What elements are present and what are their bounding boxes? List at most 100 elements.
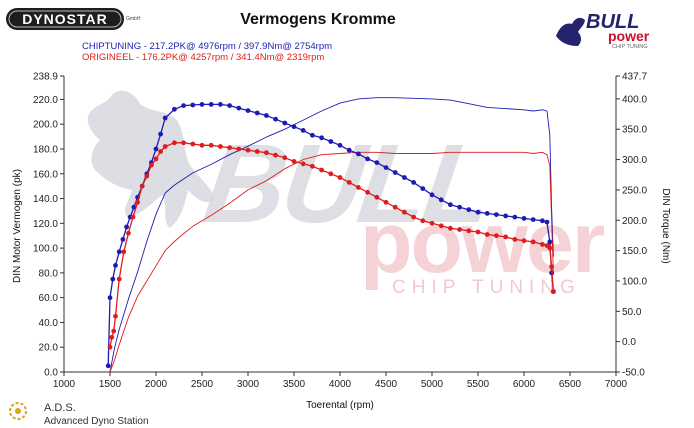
chiptuning-power-point (120, 237, 126, 242)
x-tick-label: 4500 (375, 379, 398, 390)
dynostar-logo-text: DYNOSTAR (22, 11, 108, 27)
chiptuning-power-point (105, 363, 111, 369)
origineel-power-point (218, 144, 223, 149)
y-tick-label: 238.9 (33, 72, 58, 83)
chiptuning-power-point (199, 102, 205, 107)
chiptuning-power-point (218, 102, 223, 107)
origineel-power-point (310, 163, 315, 169)
chiptuning-power-point (227, 103, 233, 108)
ads-brand-full: Advanced Dyno Station (44, 416, 149, 427)
origineel-power-point (291, 159, 297, 164)
ads-logo-icon (9, 402, 27, 420)
y-tick-label: 100.0 (33, 244, 58, 255)
chiptuning-power-point (282, 120, 288, 126)
origineel-power-point (116, 276, 122, 282)
chiptuning-torque-line (109, 97, 554, 373)
chiptuning-power-point (466, 207, 472, 213)
origineel-power-point (254, 149, 260, 154)
x-tick-label: 3000 (237, 379, 260, 390)
x-tick-label: 4000 (329, 379, 352, 390)
x-tick-label: 5500 (467, 379, 490, 390)
x-tick-label: 7000 (605, 379, 628, 390)
chiptuning-power-point (438, 197, 444, 203)
x-tick-label: 6500 (559, 379, 582, 390)
chiptuning-power-point (310, 132, 315, 138)
origineel-power-point (457, 227, 462, 232)
origineel-power-point (365, 189, 370, 195)
chiptuning-power-point (475, 209, 481, 215)
ads-brand: A.D.S. (44, 402, 76, 414)
origineel-power-point (149, 162, 154, 168)
origineel-power-point (475, 229, 481, 235)
bullpower-logo-sub: CHIP TUNING (612, 44, 648, 50)
origineel-power-point (521, 238, 527, 244)
origineel-power-point (282, 155, 288, 161)
chiptuning-power-point (264, 113, 269, 118)
origineel-power-point (420, 218, 426, 224)
origineel-power-point (130, 214, 136, 220)
origineel-power-point (153, 156, 159, 162)
chiptuning-power-point (124, 224, 129, 230)
bullpower-logo-bull: BULL (586, 11, 639, 33)
y-tick-label: 220.0 (33, 95, 58, 106)
origineel-power-point (494, 233, 499, 239)
origineel-power-point (125, 230, 131, 236)
origineel-power-point (530, 239, 536, 245)
origineel-power-point (162, 144, 168, 149)
chiptuning-power-point (512, 214, 518, 220)
y-tick-label: 200.0 (33, 120, 58, 131)
dynostar-logo: DYNOSTAR GmbH (6, 8, 141, 30)
origineel-power-point (328, 171, 334, 177)
chiptuning-power-point (457, 204, 462, 210)
y2-tick-label: 50.0 (622, 307, 642, 318)
origineel-power-point (429, 220, 435, 226)
chiptuning-power-point (448, 202, 453, 208)
y-tick-label: 0.0 (44, 368, 58, 379)
bullpower-logo: BULL power CHIP TUNING (556, 11, 650, 50)
x-tick-label: 1500 (99, 379, 122, 390)
dynostar-logo-gmbh: GmbH (126, 16, 141, 22)
origineel-power-point (172, 140, 177, 146)
origineel-power-point (540, 242, 545, 247)
chart-title: Vermogens Kromme (240, 11, 396, 28)
ads-logo: A.D.S. Advanced Dyno Station (9, 402, 149, 427)
chiptuning-power-point (181, 103, 187, 108)
chiptuning-power-point (374, 160, 380, 166)
origineel-power-point (109, 334, 115, 340)
x-tick-label: 2500 (191, 379, 214, 390)
watermark-chip-tuning: CHIP TUNING (392, 277, 581, 298)
origineel-power-point (264, 150, 269, 156)
chiptuning-power-point (273, 116, 278, 122)
origineel-power-point (139, 183, 145, 189)
y-tick-label: 180.0 (33, 144, 58, 155)
y2-tick-label: 150.0 (622, 246, 647, 257)
chiptuning-power-point (402, 175, 407, 180)
y2-tick-label: 300.0 (622, 155, 647, 166)
chiptuning-power-point (172, 106, 177, 112)
legend-chiptuning: CHIPTUNING - 217.2PK@ 4976rpm / 397.9Nm@… (82, 41, 332, 52)
origineel-torque-line (109, 151, 554, 373)
origineel-power-point (374, 194, 380, 200)
chiptuning-power-point (346, 147, 352, 153)
chiptuning-power-point (337, 142, 343, 148)
origineel-power-point (547, 245, 553, 251)
chiptuning-power-point (291, 124, 297, 130)
origineel-power-point (319, 167, 324, 173)
chiptuning-power-point (420, 186, 426, 192)
origineel-power-point (144, 173, 150, 179)
chiptuning-power-point (208, 102, 214, 107)
chiptuning-power-point (356, 151, 361, 157)
origineel-power-point (300, 161, 306, 167)
origineel-power-point (346, 180, 352, 185)
chiptuning-power-point (494, 212, 499, 218)
watermark: BULL power CHIP TUNING (87, 90, 607, 298)
chiptuning-power-point (153, 146, 159, 152)
bull-watermark-icon (87, 90, 215, 229)
bull-logo-icon (556, 17, 585, 46)
chiptuning-power-point (110, 276, 116, 282)
chiptuning-power-point (365, 156, 370, 162)
origineel-power-point (551, 289, 556, 294)
origineel-power-point (383, 199, 389, 205)
origineel-power-point (236, 146, 242, 152)
